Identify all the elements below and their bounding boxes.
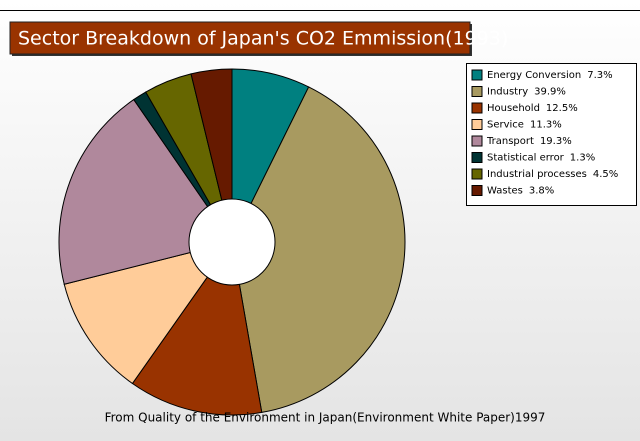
legend-swatch	[471, 135, 483, 147]
legend-label: Household 12.5%	[487, 103, 578, 114]
legend-value: 7.3%	[587, 70, 612, 81]
pie-slice	[190, 68, 233, 243]
legend-value: 4.5%	[593, 169, 618, 180]
legend-name: Industrial processes	[487, 169, 587, 180]
legend-value: 11.3%	[530, 120, 562, 131]
legend-swatch	[471, 102, 483, 114]
legend-label: Service 11.3%	[487, 120, 562, 131]
legend-swatch	[471, 86, 483, 97]
legend-swatch	[471, 119, 483, 130]
legend-name: Household	[487, 103, 540, 114]
legend-label: Energy Conversion 7.3%	[487, 70, 613, 81]
source-note: From Quality of the Environment in Japan…	[105, 411, 546, 425]
legend-value: 19.3%	[540, 136, 572, 147]
legend-label: Statistical error 1.3%	[487, 153, 595, 164]
legend-swatch	[471, 168, 483, 180]
legend-name: Transport	[486, 136, 534, 147]
donut-hole	[188, 198, 276, 286]
legend-name: Industry	[487, 87, 528, 98]
pie	[58, 68, 406, 416]
legend-box	[466, 63, 637, 206]
legend-value: 1.3%	[570, 153, 595, 164]
chart-title: Sector Breakdown of Japan's CO2 Emmissio…	[18, 28, 508, 50]
legend-value: 39.9%	[534, 87, 566, 98]
legend-label: Industrial processes 4.5%	[487, 169, 618, 180]
legend-name: Wastes	[487, 186, 523, 197]
pie-slice	[63, 241, 234, 385]
legend-swatch	[471, 152, 483, 163]
legend-name: Energy Conversion	[487, 70, 581, 81]
legend-value: 3.8%	[529, 186, 554, 197]
legend-swatch	[471, 185, 483, 196]
legend: Energy Conversion 7.3% Industry 39.9% Househ…	[471, 69, 618, 197]
legend-label: Industry 39.9%	[487, 87, 566, 98]
legend-swatch	[471, 69, 483, 81]
pie-slice	[231, 86, 406, 413]
legend-name: Statistical error	[487, 153, 565, 164]
legend-label: Transport 19.3%	[486, 136, 572, 147]
legend-label: Wastes 3.8%	[487, 186, 554, 197]
legend-name: Service	[487, 120, 524, 131]
legend-value: 12.5%	[546, 103, 578, 114]
title-box	[9, 21, 471, 55]
